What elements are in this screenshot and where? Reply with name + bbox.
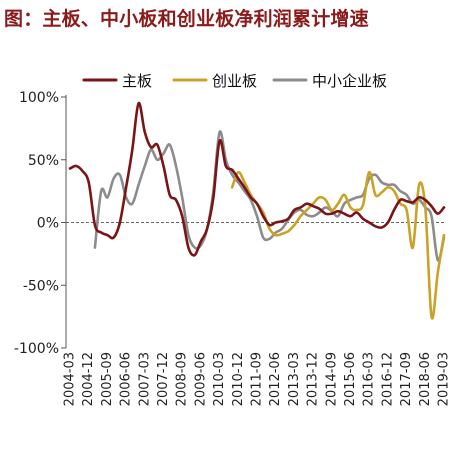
y-tick-label: -100%: [14, 341, 59, 357]
series-lines: [68, 101, 446, 320]
x-tick-label: 2016-12: [380, 352, 395, 406]
y-axis-ticks: -100% -50% 0% 50% 100%: [14, 90, 66, 357]
x-tick-label: 2014-09: [324, 352, 339, 406]
x-tick-label: 2015-06: [343, 352, 358, 406]
x-tick-label: 2004-03: [63, 352, 78, 406]
x-tick-label: 2013-03: [287, 352, 302, 406]
x-tick-label: 2011-09: [250, 352, 265, 406]
x-tick-label: 2019-03: [437, 352, 452, 406]
x-tick-label: 2006-06: [119, 352, 134, 406]
legend-label-3: 中小企业板: [312, 72, 387, 90]
x-tick-label: 2010-12: [231, 352, 246, 406]
x-tick-label: 2007-12: [156, 352, 171, 406]
x-tick-label: 2012-06: [268, 352, 283, 406]
series-line-1: [68, 101, 446, 257]
x-tick-label: 2008-09: [175, 352, 190, 406]
x-tick-label: 2005-09: [100, 352, 115, 406]
y-tick-label: 50%: [28, 153, 59, 169]
figure-title: 图：主板、中小板和创业板净利润累计增速: [4, 8, 369, 30]
x-axis-ticks: 2004-03 2004-12 2005-09 2006-06 2007-03 2007-…: [63, 352, 452, 406]
legend: 主板 创业板 中小企业板: [82, 72, 387, 90]
x-tick-label: 2007-03: [137, 352, 152, 406]
x-tick-label: 2010-03: [212, 352, 227, 406]
x-tick-label: 2017-09: [399, 352, 414, 406]
x-tick-label: 2016-03: [362, 352, 377, 406]
legend-label-2: 创业板: [212, 72, 257, 90]
series-line-2: [230, 170, 446, 320]
y-tick-label: 0%: [37, 216, 59, 232]
x-tick-label: 2004-12: [81, 352, 96, 406]
y-tick-label: -50%: [23, 278, 59, 294]
y-tick-label: 100%: [19, 90, 59, 106]
x-tick-label: 2018-06: [418, 352, 433, 406]
legend-label-1: 主板: [122, 72, 152, 90]
x-tick-label: 2013-12: [306, 352, 321, 406]
series-line-3: [93, 130, 446, 262]
x-tick-label: 2009-06: [193, 352, 208, 406]
